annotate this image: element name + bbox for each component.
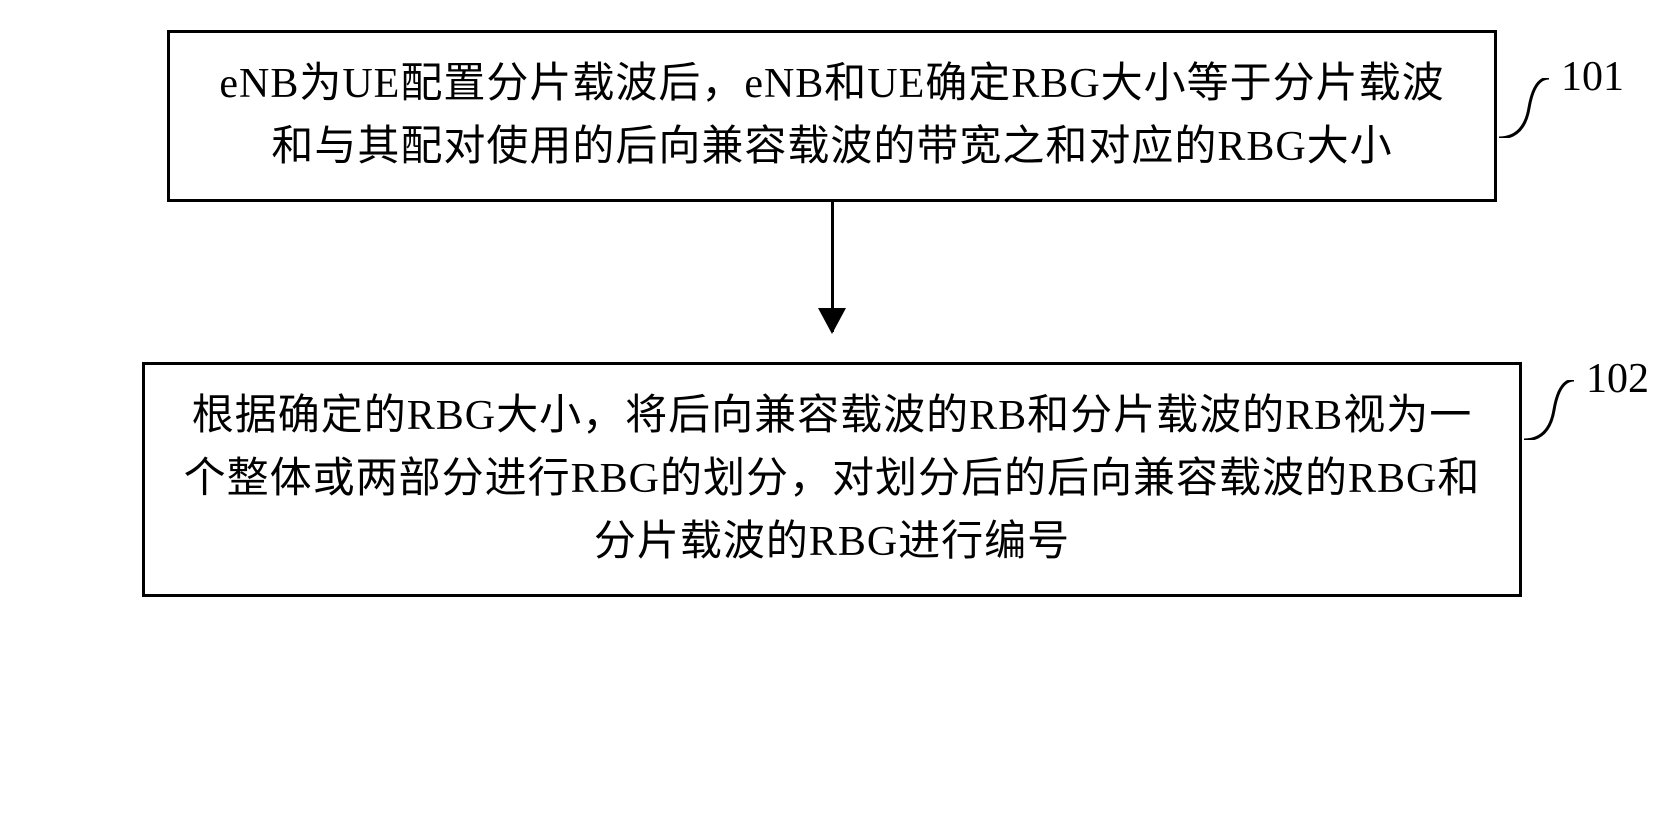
arrow-head-icon (818, 308, 846, 334)
step-102-text: 根据确定的RBG大小，将后向兼容载波的RB和分片载波的RB视为一个整体或两部分进… (175, 385, 1489, 574)
arrow-line (831, 202, 834, 332)
connector-curve-101 (1499, 78, 1549, 138)
flowchart-container: eNB为UE配置分片载波后，eNB和UE确定RBG大小等于分片载波和与其配对使用… (80, 30, 1584, 597)
flowchart-step-102: 根据确定的RBG大小，将后向兼容载波的RB和分片载波的RB视为一个整体或两部分进… (142, 362, 1522, 597)
connector-curve-102 (1524, 380, 1574, 440)
step-label-102: 102 (1586, 355, 1649, 403)
arrow-101-to-102 (167, 202, 1497, 362)
flowchart-step-101: eNB为UE配置分片载波后，eNB和UE确定RBG大小等于分片载波和与其配对使用… (167, 30, 1497, 202)
step-101-text: eNB为UE配置分片载波后，eNB和UE确定RBG大小等于分片载波和与其配对使用… (200, 53, 1464, 179)
step-label-101: 101 (1561, 53, 1624, 101)
